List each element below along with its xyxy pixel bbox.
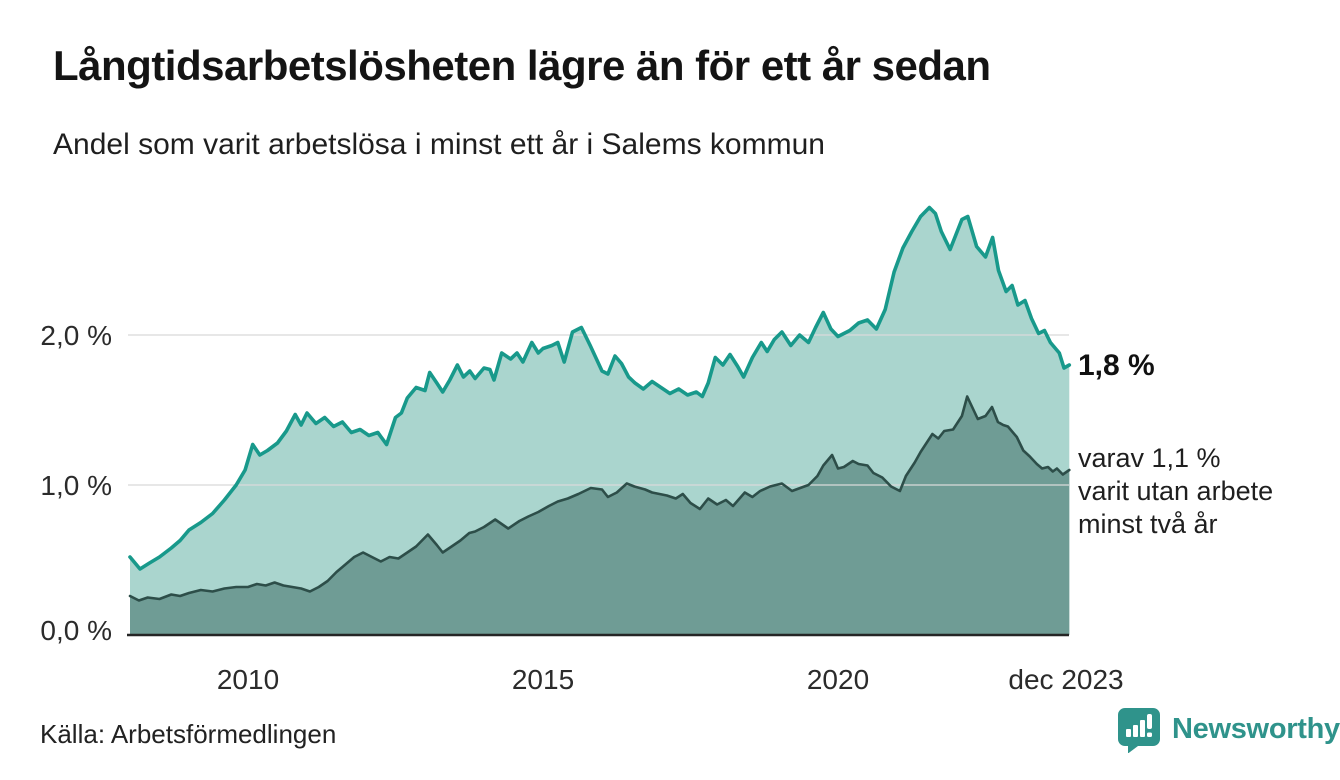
source-credit: Källa: Arbetsförmedlingen (40, 719, 337, 749)
page-title: Långtidsarbetslösheten lägre än för ett … (53, 42, 991, 89)
series-line-1 (128, 395, 1071, 602)
newsworthy-logo-text: Newsworthy (1172, 712, 1340, 745)
y-axis-tick-2pct: 2,0 % (40, 320, 112, 351)
chart-subtitle: Andel som varit arbetslösa i minst ett å… (53, 128, 825, 161)
x-axis-tick-2015: 2015 (511, 664, 575, 695)
newsworthy-logo-icon (1118, 708, 1160, 753)
secondary-annotation-line3: minst två år (1078, 509, 1218, 539)
y-axis-tick-0pct: 0,0 % (40, 615, 112, 646)
series-area-1 (130, 396, 1070, 635)
x-axis-tick-2020: 2020 (806, 664, 870, 695)
y-axis-tick-1pct: 1,0 % (40, 470, 112, 501)
end-value-annotation: 1,8 % (1078, 349, 1155, 382)
x-axis-tick-dec-2023: dec 2023 (1008, 664, 1124, 695)
secondary-annotation-line2: varit utan arbete (1078, 476, 1274, 506)
newsworthy-logo: Newsworthy (1115, 705, 1340, 753)
series-line-0 (128, 205, 1072, 571)
x-axis-tick-2010: 2010 (216, 664, 280, 695)
secondary-annotation-line1: varav 1,1 % (1078, 443, 1221, 473)
secondary-annotation: varav 1,1 % varit utan arbete minst två … (1078, 442, 1273, 541)
